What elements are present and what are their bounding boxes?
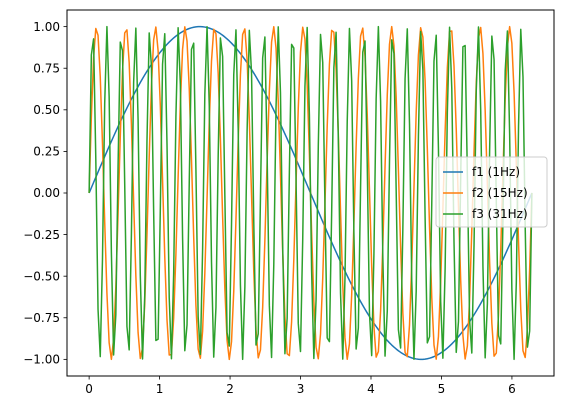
x-tick-label: 2 bbox=[226, 382, 234, 396]
y-tick-label: 1.00 bbox=[33, 20, 60, 34]
x-tick-label: 4 bbox=[367, 382, 375, 396]
legend: f1 (1Hz) f2 (15Hz) f3 (31Hz) bbox=[435, 156, 548, 228]
legend-box bbox=[435, 156, 548, 228]
y-tick-label: −0.25 bbox=[23, 228, 60, 242]
y-tick-label: −1.00 bbox=[23, 353, 60, 367]
x-tick-label: 1 bbox=[156, 382, 164, 396]
x-tick-label: 0 bbox=[85, 382, 93, 396]
x-tick-label: 6 bbox=[508, 382, 516, 396]
series-line-3 bbox=[88, 25, 533, 361]
x-axis: 0 1 2 3 4 5 6 bbox=[85, 376, 516, 396]
x-tick-label: 3 bbox=[297, 382, 305, 396]
y-tick-label: 0.00 bbox=[33, 186, 60, 200]
x-tick-label: 5 bbox=[438, 382, 446, 396]
y-tick-label: 0.50 bbox=[33, 103, 60, 117]
legend-label-1: f1 (1Hz) bbox=[472, 165, 520, 179]
legend-label-3: f3 (31Hz) bbox=[472, 207, 528, 221]
legend-label-2: f2 (15Hz) bbox=[472, 186, 528, 200]
y-tick-label: 0.25 bbox=[33, 145, 60, 159]
y-tick-label: 0.75 bbox=[33, 61, 60, 75]
y-tick-label: −0.75 bbox=[23, 311, 60, 325]
y-axis: −1.00 −0.75 −0.50 −0.25 0.00 0.25 0.50 0.75 1.00 bbox=[23, 20, 67, 367]
y-tick-label: −0.50 bbox=[23, 269, 60, 283]
